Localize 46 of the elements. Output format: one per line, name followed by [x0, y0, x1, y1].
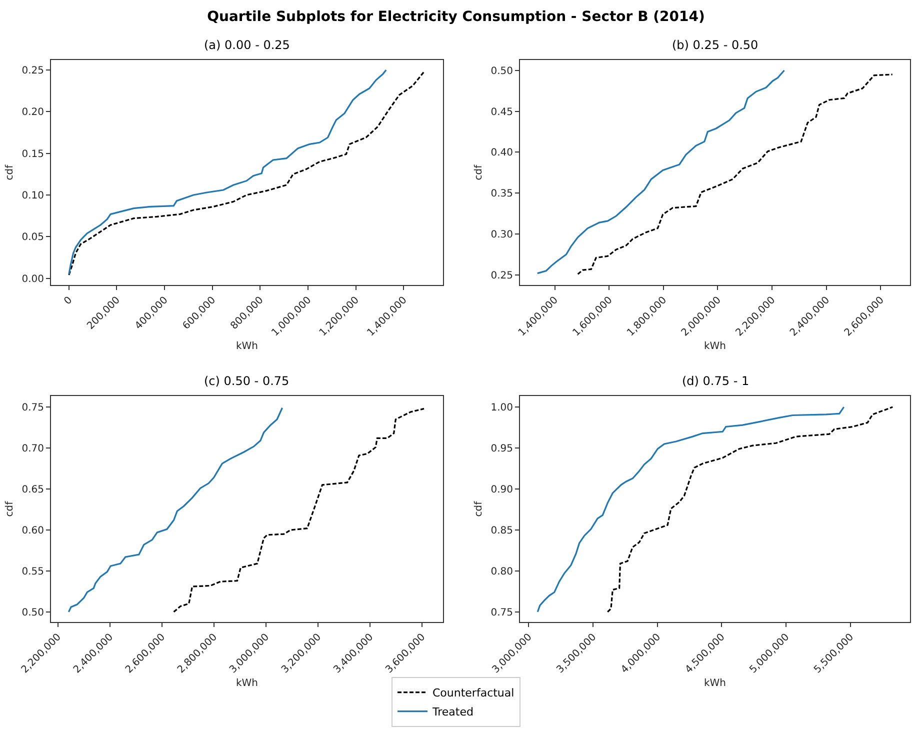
- y-tick-label: 0.95: [490, 444, 513, 455]
- y-tick-label: 0.15: [22, 148, 44, 160]
- x-axis-title: kWh: [704, 341, 726, 352]
- y-tick-label: 0.20: [22, 107, 44, 118]
- y-tick-label: 0.35: [490, 188, 513, 200]
- line-series: [577, 74, 894, 275]
- chart-title: (d) 0.75 - 1: [682, 374, 750, 388]
- y-axis-title: cdf: [4, 500, 16, 517]
- line-series: [536, 70, 786, 274]
- y-tick-label: 0.25: [490, 270, 513, 282]
- y-tick-label: 0.00: [22, 274, 44, 285]
- x-axis-title: kWh: [704, 678, 726, 690]
- y-tick-label: 0.05: [22, 232, 44, 244]
- y-tick-label: 1.00: [490, 402, 513, 414]
- y-axis-title: cdf: [474, 164, 485, 180]
- y-axis-title: cdf: [474, 500, 485, 517]
- y-tick-label: 0.55: [22, 566, 44, 578]
- y-tick-label: 0.85: [490, 525, 513, 536]
- y-tick-label: 0.75: [490, 607, 513, 618]
- line-series: [606, 406, 894, 613]
- y-tick-label: 0.65: [22, 484, 44, 496]
- y-tick-label: 0.45: [490, 106, 513, 118]
- y-tick-label: 0.25: [22, 66, 44, 76]
- chart-title: (b) 0.25 - 0.50: [672, 38, 758, 52]
- chart-title: Quartile Subplots for Electricity Consumption - Sector B (2014): [207, 8, 705, 25]
- y-axis-title: cdf: [4, 164, 16, 180]
- x-axis-title: kWh: [236, 678, 258, 690]
- legend-label: Counterfactual: [432, 686, 514, 700]
- legend-label: Treated: [432, 706, 474, 719]
- y-tick-label: 0.30: [490, 230, 513, 241]
- y-tick-label: 0.50: [22, 607, 44, 618]
- x-axis-title: kWh: [236, 341, 258, 352]
- line-series: [172, 408, 425, 613]
- y-tick-label: 0.50: [490, 66, 513, 77]
- y-tick-label: 0.40: [490, 148, 513, 159]
- y-tick-label: 0.70: [22, 444, 44, 455]
- chart-subtitle: (a) 0.00 - 0.25: [204, 38, 290, 52]
- y-tick-label: 0.60: [22, 525, 44, 536]
- x-tick-label: 0: [62, 294, 75, 308]
- y-tick-label: 0.80: [490, 566, 513, 578]
- y-tick-label: 0.10: [22, 190, 44, 202]
- y-tick-label: 0.75: [22, 402, 44, 414]
- line-series: [536, 406, 845, 613]
- y-tick-label: 0.90: [490, 484, 513, 496]
- line-series: [68, 407, 284, 613]
- chart-title: (c) 0.50 - 0.75: [204, 374, 290, 388]
